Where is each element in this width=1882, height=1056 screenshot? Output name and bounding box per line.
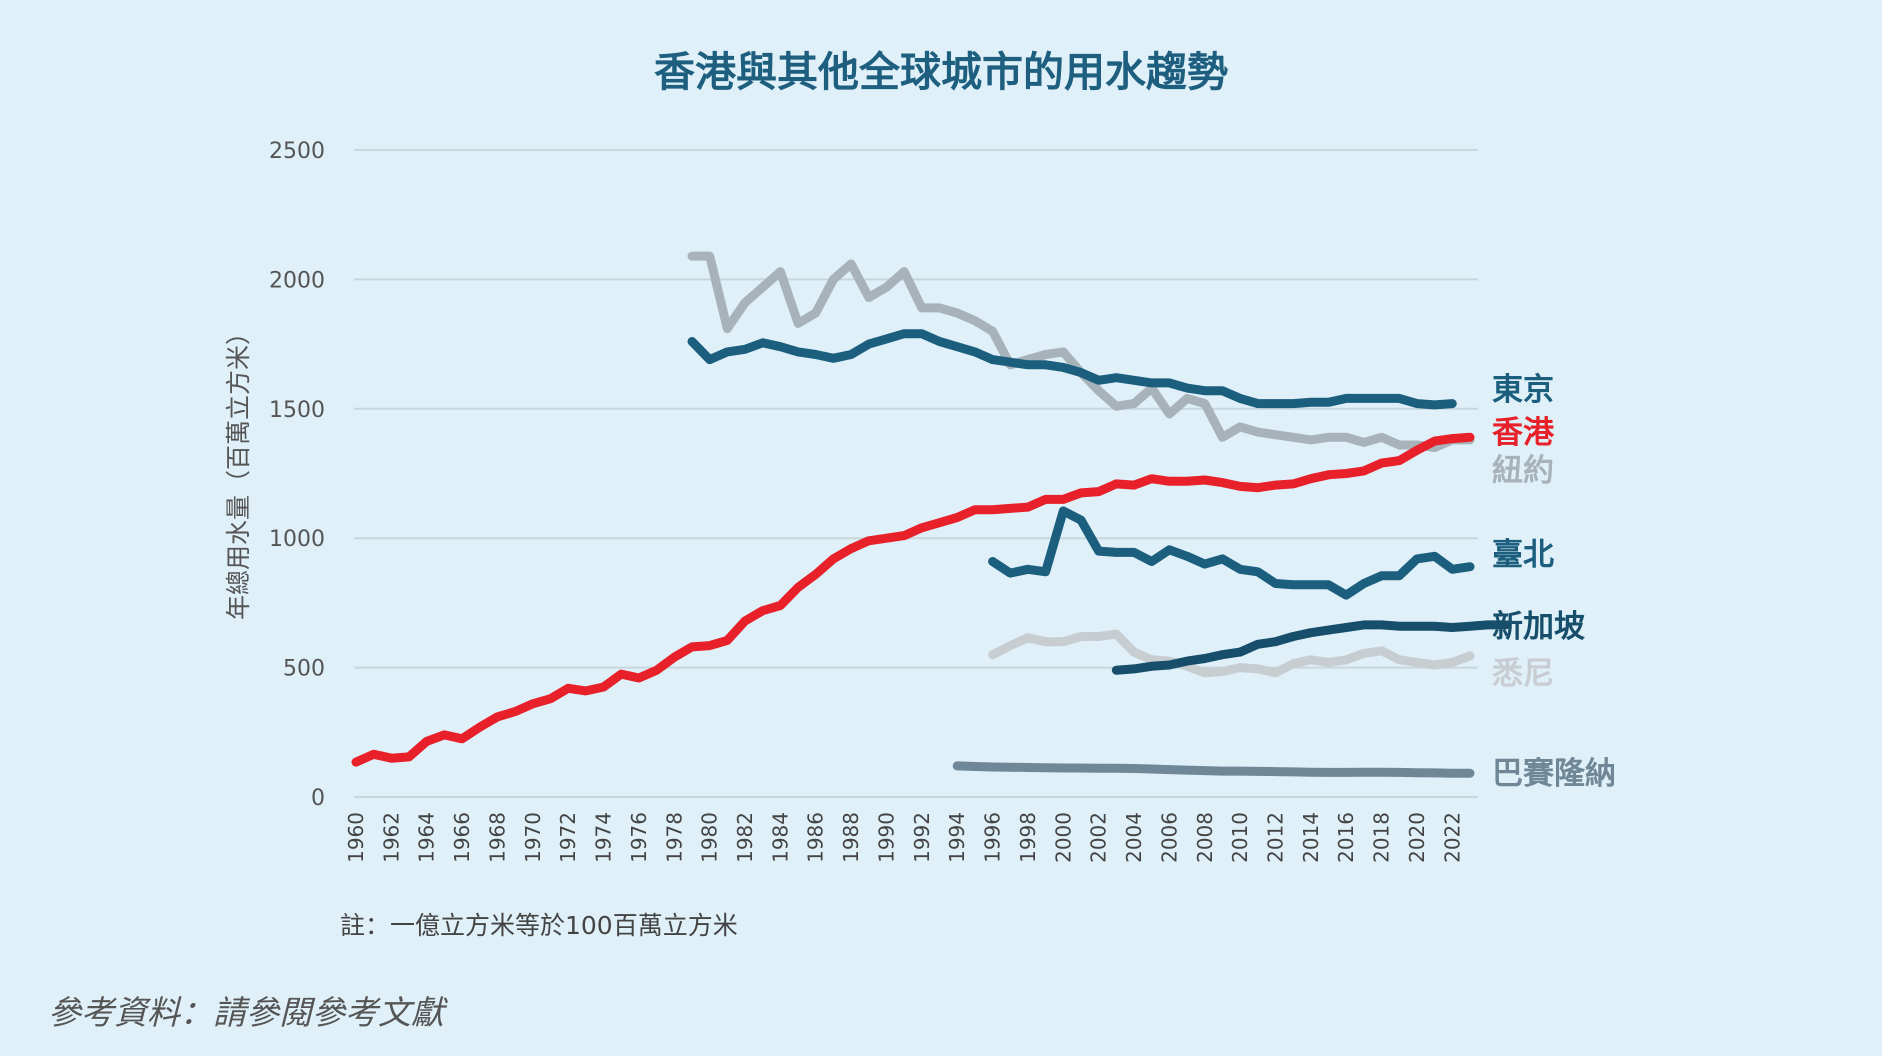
legend-label-香港: 香港: [1492, 415, 1555, 451]
x-tick-1966: 1966: [450, 812, 474, 863]
x-tick-2016: 2016: [1334, 812, 1358, 863]
x-tick-1964: 1964: [415, 812, 439, 863]
x-tick-2004: 2004: [1122, 812, 1146, 863]
x-tick-2008: 2008: [1193, 812, 1217, 863]
x-tick-2006: 2006: [1157, 812, 1181, 863]
x-tick-1978: 1978: [662, 812, 686, 863]
x-tick-1970: 1970: [521, 812, 545, 863]
x-tick-2010: 2010: [1228, 812, 1252, 863]
legend-label-紐約: 紐約: [1492, 453, 1554, 489]
series-line-新加坡: [1111, 620, 1510, 675]
series-line-臺北: [988, 506, 1475, 600]
y-tick-1000: 1000: [269, 527, 325, 552]
y-tick-2000: 2000: [269, 268, 325, 293]
series-line-東京: [687, 329, 1457, 410]
x-tick-2002: 2002: [1087, 812, 1111, 863]
x-tick-1972: 1972: [556, 812, 580, 863]
x-tick-1988: 1988: [839, 812, 863, 863]
gridlines: [354, 149, 1478, 798]
x-tick-1990: 1990: [874, 812, 898, 863]
x-tick-1998: 1998: [1016, 812, 1040, 863]
x-tick-1994: 1994: [945, 812, 969, 863]
x-tick-2000: 2000: [1051, 812, 1075, 863]
x-tick-2020: 2020: [1405, 812, 1429, 863]
y-tick-2500: 2500: [269, 139, 325, 164]
chart-title: 香港與其他全球城市的用水趨勢: [654, 48, 1228, 96]
y-tick-1500: 1500: [269, 398, 325, 423]
x-tick-1982: 1982: [733, 812, 757, 863]
y-axis-label: 年總用水量（百萬立方米）: [224, 320, 253, 620]
x-tick-2014: 2014: [1299, 812, 1323, 863]
x-tick-1992: 1992: [910, 812, 934, 863]
x-tick-1986: 1986: [804, 812, 828, 863]
source-note: 參考資料：請參閱參考文獻: [48, 993, 448, 1032]
x-tick-2022: 2022: [1440, 812, 1464, 863]
x-tick-2018: 2018: [1370, 812, 1394, 863]
series-line-巴賽隆納: [952, 761, 1475, 778]
series-lines: [351, 251, 1510, 778]
series-line-悉尼: [988, 629, 1475, 678]
x-tick-1996: 1996: [981, 812, 1005, 863]
x-tick-1974: 1974: [592, 812, 616, 863]
x-tick-1960: 1960: [344, 812, 368, 863]
legend-label-新加坡: 新加坡: [1492, 609, 1585, 645]
x-tick-1984: 1984: [768, 812, 792, 863]
y-axis-ticks: 0 500 1000 1500 2000 2500: [269, 139, 325, 811]
y-tick-0: 0: [311, 786, 325, 811]
x-tick-2012: 2012: [1263, 812, 1287, 863]
legend-label-東京: 東京: [1492, 372, 1554, 408]
x-tick-1968: 1968: [485, 812, 509, 863]
y-tick-500: 500: [283, 657, 325, 682]
x-axis-ticks: 1960 1962 1964 1966 1968 1970 1972 1974 1976 1978…: [344, 812, 1464, 863]
legend-label-悉尼: 悉尼: [1492, 656, 1554, 692]
x-tick-1962: 1962: [379, 812, 403, 863]
x-tick-1980: 1980: [698, 812, 722, 863]
x-tick-1976: 1976: [627, 812, 651, 863]
legend-label-巴賽隆納: 巴賽隆納: [1492, 756, 1616, 792]
legend-label-臺北: 臺北: [1492, 537, 1554, 573]
chart-note: 註：一億立方米等於100百萬立方米: [340, 911, 738, 940]
series-line-香港: [351, 432, 1475, 767]
